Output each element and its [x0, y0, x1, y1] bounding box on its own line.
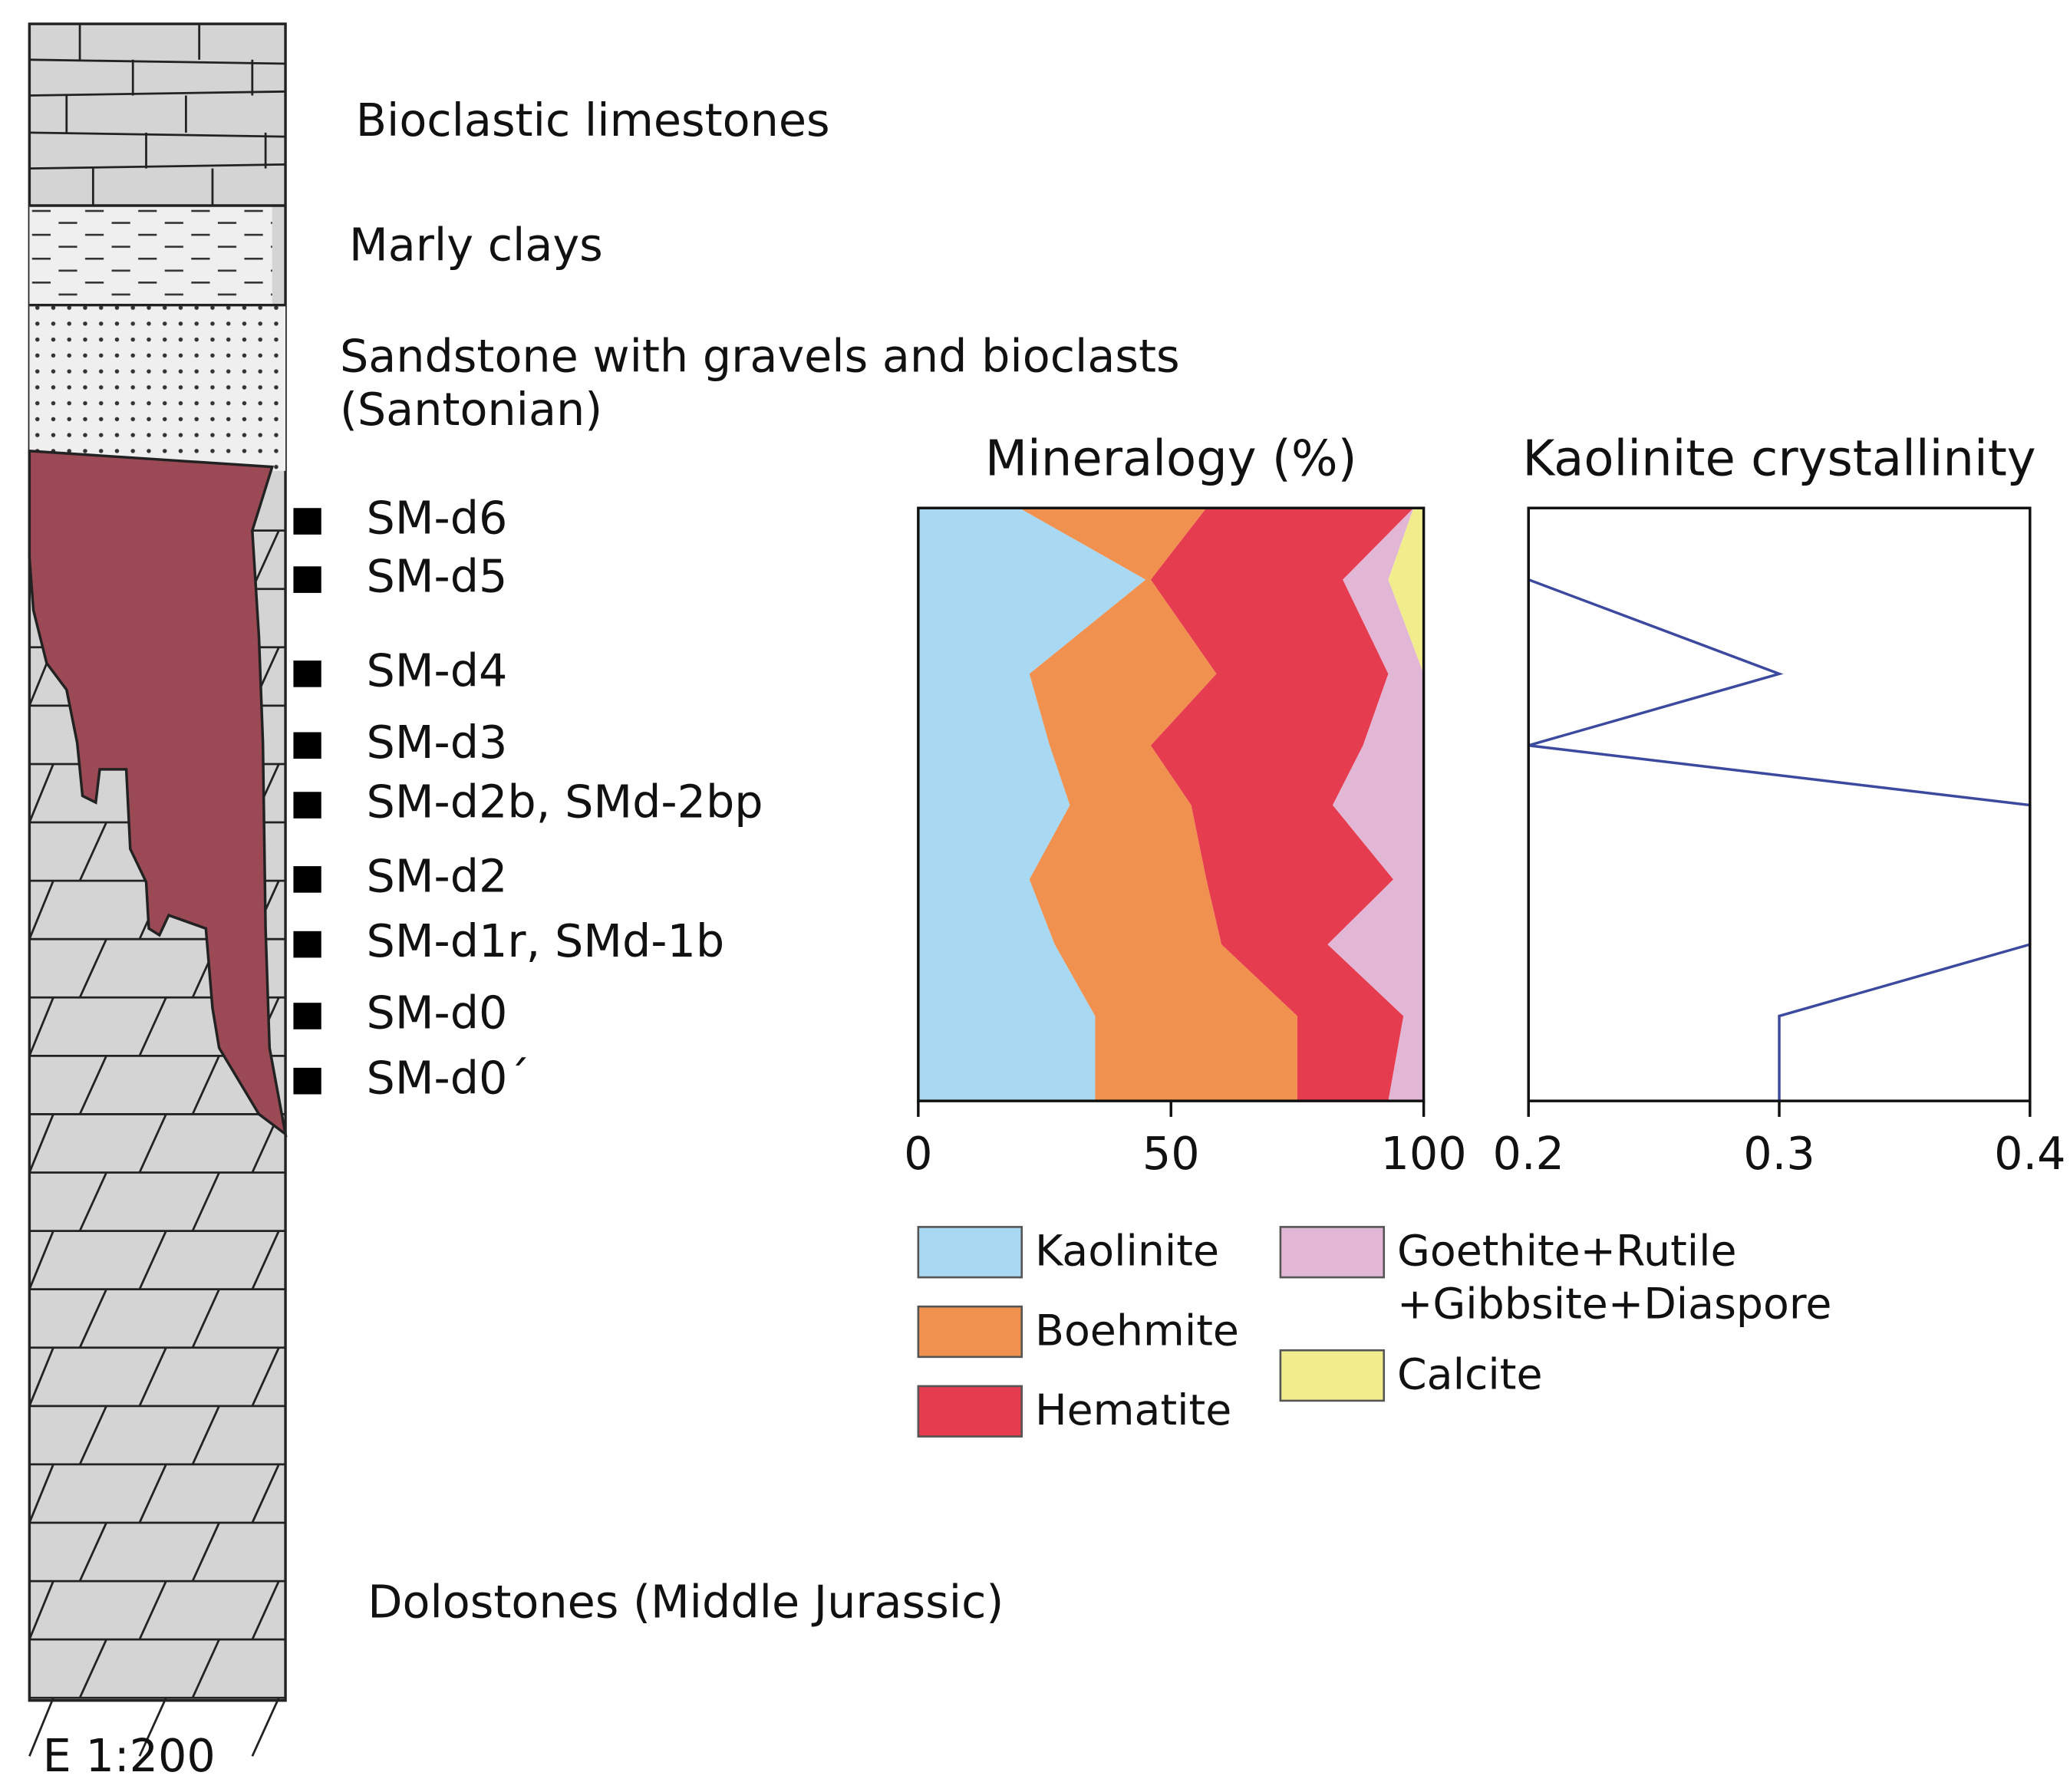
chart-title: Kaolinite crystallinity: [1522, 430, 2035, 487]
legend-label: Calcite: [1397, 1349, 1543, 1400]
area: [1388, 508, 1424, 1102]
hatch-line: [251, 1464, 280, 1524]
x-tick-label: 0.4: [1994, 1127, 2065, 1180]
hatch-line: [28, 1464, 54, 1524]
legend-label: Kaolinite: [1035, 1225, 1219, 1276]
hatch-line: [138, 1464, 167, 1524]
legend-swatch: [917, 1385, 1023, 1438]
hatch-line: [138, 1697, 167, 1757]
karst-fill: [28, 450, 288, 1138]
hatch-line: [78, 1289, 107, 1349]
hatch-line: [78, 822, 107, 881]
hatch-line: [29, 131, 286, 138]
unit-label: Dolostones (Middle Jurassic): [368, 1575, 1004, 1628]
hatch-line: [78, 1522, 107, 1582]
hatch-line: [28, 1580, 54, 1640]
area: [1019, 508, 1297, 1102]
sample-marker: [293, 792, 321, 819]
sample-marker: [293, 1003, 321, 1029]
legend-item: Goethite+Rutile +Gibbsite+Diaspore: [1397, 1225, 1832, 1329]
unit-label: Sandstone with gravels and bioclasts: [340, 330, 1180, 383]
x-tick-label: 100: [1381, 1127, 1467, 1180]
area: [1327, 508, 1424, 1102]
x-tick-label: 0: [904, 1127, 932, 1180]
sample-label: SM-d0´: [367, 1051, 530, 1104]
x-tick-label: 50: [1142, 1127, 1200, 1180]
legend-label: Boehmite: [1035, 1305, 1239, 1356]
x-tick-label: 0.3: [1743, 1127, 1815, 1180]
legend-label: Goethite+Rutile +Gibbsite+Diaspore: [1397, 1225, 1832, 1329]
hatch-line: [251, 1347, 280, 1407]
sample-marker: [293, 866, 321, 893]
sample-label: SM-d3: [367, 716, 508, 769]
hatch-line: [29, 163, 286, 170]
hatch-line: [28, 1113, 54, 1174]
hatch-line: [78, 1405, 107, 1465]
legend-swatch: [917, 1305, 1023, 1359]
hatch-line: [28, 880, 54, 940]
hatch-line: [29, 58, 286, 65]
hatch-line: [191, 1639, 220, 1698]
area: [1150, 508, 1414, 1102]
legend-item: Calcite: [1397, 1349, 1543, 1400]
legend-item: Kaolinite: [1035, 1225, 1219, 1276]
hatch-line: [191, 1405, 220, 1465]
hatch-line: [138, 1230, 167, 1290]
plot-frame: [1527, 506, 2032, 1102]
sample-label: SM-d2: [367, 849, 508, 902]
hatch-line: [251, 1230, 280, 1290]
hatch-line: [191, 1522, 220, 1582]
marly-pattern: [29, 206, 272, 305]
chart-title: Mineralogy (%): [985, 430, 1357, 487]
lithology-column: [28, 22, 288, 1757]
sample-marker: [293, 508, 321, 535]
hatch-line: [28, 996, 54, 1056]
hatch-line: [138, 996, 167, 1056]
sample-label: SM-d6: [367, 492, 508, 545]
hatch-line: [78, 1055, 107, 1115]
sample-label: SM-d0: [367, 987, 508, 1039]
sample-marker: [293, 931, 321, 958]
legend-item: Hematite: [1035, 1385, 1232, 1435]
hatch-line: [28, 1230, 54, 1290]
sample-label: SM-d4: [367, 644, 508, 697]
line: [1527, 508, 2032, 1102]
legend-item: Boehmite: [1035, 1305, 1239, 1356]
sample-label: SM-d2b, SMd-2bp: [367, 776, 763, 828]
hatch-line: [191, 1055, 220, 1115]
hatch-line: [78, 1171, 107, 1232]
hatch-line: [28, 763, 54, 823]
hatch-line: [251, 1580, 280, 1640]
sample-marker: [293, 660, 321, 687]
legend-swatch: [1279, 1226, 1386, 1279]
hatch-line: [29, 90, 286, 97]
unit-label: (Santonian): [340, 383, 602, 436]
legend-swatch: [1279, 1349, 1386, 1402]
sample-marker: [293, 732, 321, 759]
hatch-line: [78, 938, 107, 998]
sample-marker: [293, 1067, 321, 1095]
sample-label: SM-d5: [367, 550, 508, 603]
hatch-line: [138, 1113, 167, 1174]
x-tick-label: 0.2: [1492, 1127, 1564, 1180]
hatch-line: [28, 1697, 54, 1757]
hatch-line: [28, 1347, 54, 1407]
hatch-line: [138, 1580, 167, 1640]
hatch-line: [191, 1289, 220, 1349]
scale-label: E 1:200: [43, 1729, 216, 1782]
hatch-line: [191, 1171, 220, 1232]
sample-label: SM-d1r, SMd-1b: [367, 914, 725, 967]
unit-label: Marly clays: [349, 218, 603, 271]
sandstone-pattern: [29, 305, 286, 471]
hatch-line: [251, 530, 280, 590]
hatch-line: [78, 1639, 107, 1698]
legend-label: Hematite: [1035, 1385, 1232, 1435]
hatch-line: [138, 1347, 167, 1407]
area: [918, 508, 1146, 1102]
legend-swatch: [917, 1226, 1023, 1279]
hatch-line: [251, 1697, 280, 1757]
sample-marker: [293, 566, 321, 593]
unit-label: Bioclastic limestones: [356, 94, 830, 147]
